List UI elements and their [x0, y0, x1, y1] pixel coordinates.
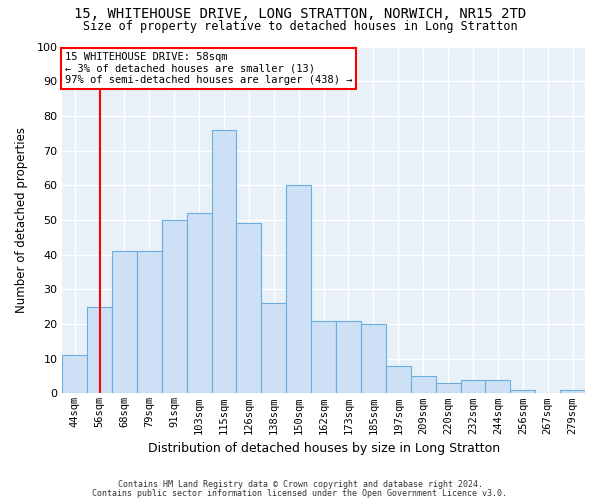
- Bar: [485, 380, 511, 394]
- Bar: [386, 366, 411, 394]
- Bar: [162, 220, 187, 394]
- Bar: [361, 324, 386, 394]
- Text: Contains HM Land Registry data © Crown copyright and database right 2024.: Contains HM Land Registry data © Crown c…: [118, 480, 482, 489]
- Bar: [286, 186, 311, 394]
- Bar: [336, 320, 361, 394]
- Y-axis label: Number of detached properties: Number of detached properties: [15, 127, 28, 313]
- Bar: [112, 251, 137, 394]
- Text: Contains public sector information licensed under the Open Government Licence v3: Contains public sector information licen…: [92, 489, 508, 498]
- Bar: [187, 213, 212, 394]
- Bar: [311, 320, 336, 394]
- Text: 15 WHITEHOUSE DRIVE: 58sqm
← 3% of detached houses are smaller (13)
97% of semi-: 15 WHITEHOUSE DRIVE: 58sqm ← 3% of detac…: [65, 52, 352, 85]
- Bar: [87, 306, 112, 394]
- X-axis label: Distribution of detached houses by size in Long Stratton: Distribution of detached houses by size …: [148, 442, 500, 455]
- Bar: [262, 303, 286, 394]
- Bar: [461, 380, 485, 394]
- Bar: [411, 376, 436, 394]
- Bar: [62, 355, 87, 394]
- Bar: [212, 130, 236, 394]
- Text: Size of property relative to detached houses in Long Stratton: Size of property relative to detached ho…: [83, 20, 517, 33]
- Bar: [560, 390, 585, 394]
- Bar: [436, 383, 461, 394]
- Bar: [511, 390, 535, 394]
- Bar: [236, 224, 262, 394]
- Text: 15, WHITEHOUSE DRIVE, LONG STRATTON, NORWICH, NR15 2TD: 15, WHITEHOUSE DRIVE, LONG STRATTON, NOR…: [74, 8, 526, 22]
- Bar: [137, 251, 162, 394]
